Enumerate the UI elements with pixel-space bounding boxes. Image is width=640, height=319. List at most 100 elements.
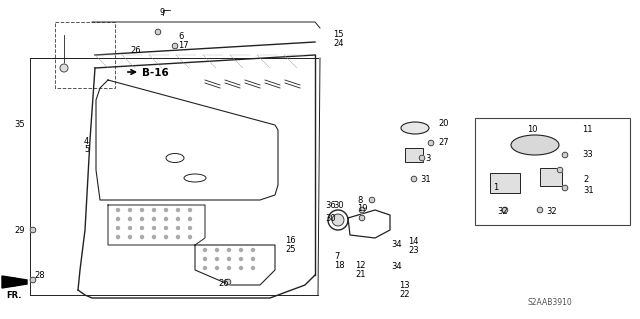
Circle shape bbox=[419, 155, 425, 161]
Circle shape bbox=[239, 257, 243, 261]
Text: 21: 21 bbox=[355, 270, 365, 279]
Text: 4: 4 bbox=[84, 137, 89, 146]
Circle shape bbox=[30, 227, 36, 233]
Text: 12: 12 bbox=[355, 261, 365, 270]
Text: B-16: B-16 bbox=[142, 68, 169, 78]
Circle shape bbox=[204, 249, 207, 251]
Text: 14: 14 bbox=[408, 237, 419, 246]
Circle shape bbox=[152, 226, 156, 229]
Text: 27: 27 bbox=[438, 138, 449, 147]
Circle shape bbox=[252, 249, 255, 251]
Text: 25: 25 bbox=[285, 245, 296, 254]
Circle shape bbox=[164, 209, 168, 211]
Circle shape bbox=[164, 218, 168, 220]
Text: 30: 30 bbox=[333, 201, 344, 210]
Circle shape bbox=[116, 209, 120, 211]
Circle shape bbox=[116, 226, 120, 229]
Circle shape bbox=[177, 209, 179, 211]
Circle shape bbox=[428, 140, 434, 146]
Circle shape bbox=[359, 207, 365, 213]
Text: 29: 29 bbox=[14, 226, 24, 235]
Text: 30: 30 bbox=[325, 214, 335, 223]
Circle shape bbox=[172, 43, 178, 49]
Bar bbox=[490, 173, 520, 193]
Circle shape bbox=[216, 266, 218, 270]
Circle shape bbox=[189, 226, 191, 229]
Text: 1: 1 bbox=[493, 183, 499, 192]
Ellipse shape bbox=[511, 135, 559, 155]
Text: 10: 10 bbox=[527, 125, 538, 134]
Circle shape bbox=[164, 235, 168, 239]
Circle shape bbox=[225, 279, 231, 285]
Text: 19: 19 bbox=[357, 204, 367, 213]
Text: 20: 20 bbox=[438, 119, 449, 128]
Circle shape bbox=[155, 29, 161, 35]
Circle shape bbox=[502, 207, 508, 213]
Circle shape bbox=[141, 226, 143, 229]
Circle shape bbox=[562, 152, 568, 158]
Text: 5: 5 bbox=[84, 145, 89, 154]
Text: 26: 26 bbox=[130, 46, 141, 55]
Polygon shape bbox=[2, 276, 27, 288]
Circle shape bbox=[129, 226, 131, 229]
Text: FR.: FR. bbox=[6, 291, 22, 300]
Text: 15: 15 bbox=[333, 30, 344, 39]
Circle shape bbox=[239, 249, 243, 251]
Circle shape bbox=[177, 235, 179, 239]
Text: 22: 22 bbox=[399, 290, 410, 299]
Circle shape bbox=[227, 257, 230, 261]
Text: 2: 2 bbox=[583, 175, 588, 184]
Circle shape bbox=[369, 197, 375, 203]
Circle shape bbox=[252, 266, 255, 270]
Circle shape bbox=[152, 209, 156, 211]
Ellipse shape bbox=[401, 122, 429, 134]
Text: 26: 26 bbox=[218, 279, 228, 288]
Circle shape bbox=[152, 218, 156, 220]
Text: 3: 3 bbox=[425, 154, 430, 163]
Text: 18: 18 bbox=[334, 261, 344, 270]
Circle shape bbox=[60, 64, 68, 72]
Circle shape bbox=[129, 218, 131, 220]
Circle shape bbox=[116, 235, 120, 239]
Text: 6: 6 bbox=[178, 32, 184, 41]
Circle shape bbox=[141, 218, 143, 220]
Circle shape bbox=[216, 249, 218, 251]
Circle shape bbox=[537, 207, 543, 213]
Text: 34: 34 bbox=[391, 240, 402, 249]
Text: 11: 11 bbox=[582, 125, 593, 134]
Text: 7: 7 bbox=[334, 252, 339, 261]
Circle shape bbox=[557, 167, 563, 173]
Text: 8: 8 bbox=[357, 196, 362, 205]
Text: 23: 23 bbox=[408, 246, 419, 255]
Bar bbox=[475, 118, 630, 225]
Text: 31: 31 bbox=[583, 186, 594, 195]
Bar bbox=[540, 168, 562, 186]
Circle shape bbox=[227, 249, 230, 251]
Circle shape bbox=[562, 185, 568, 191]
Circle shape bbox=[239, 266, 243, 270]
Text: 28: 28 bbox=[34, 271, 45, 280]
Text: 17: 17 bbox=[178, 41, 189, 50]
Circle shape bbox=[189, 218, 191, 220]
Circle shape bbox=[129, 209, 131, 211]
Circle shape bbox=[129, 235, 131, 239]
Circle shape bbox=[30, 277, 36, 283]
Circle shape bbox=[412, 176, 417, 182]
Circle shape bbox=[189, 209, 191, 211]
Circle shape bbox=[116, 218, 120, 220]
Ellipse shape bbox=[332, 214, 344, 226]
Text: 33: 33 bbox=[582, 150, 593, 159]
Circle shape bbox=[359, 215, 365, 221]
Text: 36: 36 bbox=[325, 201, 336, 210]
Circle shape bbox=[189, 235, 191, 239]
Text: 32: 32 bbox=[497, 207, 508, 216]
Circle shape bbox=[252, 257, 255, 261]
Circle shape bbox=[164, 226, 168, 229]
Text: 31: 31 bbox=[420, 175, 431, 184]
Text: 34: 34 bbox=[391, 262, 402, 271]
Circle shape bbox=[216, 257, 218, 261]
Circle shape bbox=[141, 235, 143, 239]
Circle shape bbox=[204, 266, 207, 270]
Circle shape bbox=[177, 218, 179, 220]
Circle shape bbox=[227, 266, 230, 270]
